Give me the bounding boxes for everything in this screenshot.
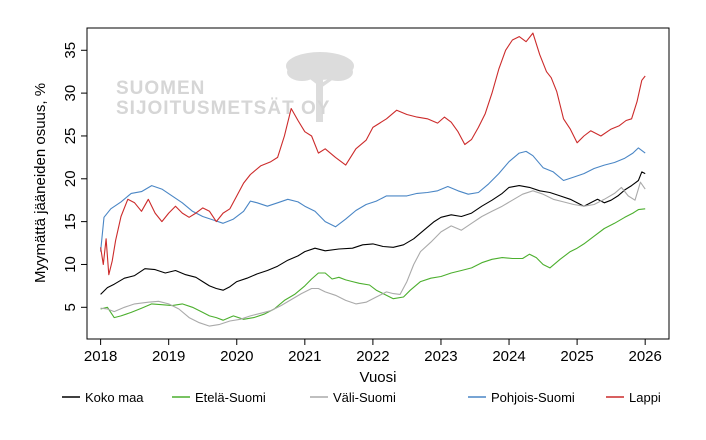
legend-label-3: Pohjois-Suomi	[491, 390, 575, 405]
x-tick-label: 2022	[356, 348, 389, 365]
y-tick-label: 25	[62, 128, 79, 145]
series-layer	[100, 32, 646, 327]
series-line-2	[100, 181, 646, 327]
x-axis: 2018 2019 2020 2021 2022 2023 2024 2025 2026	[84, 339, 662, 365]
y-tick-label: 20	[62, 170, 79, 187]
series-line-0	[100, 171, 646, 295]
legend-label-0: Koko maa	[85, 390, 144, 405]
series-line-1	[100, 208, 646, 321]
plot-frame	[86, 27, 670, 340]
y-tick-label: 30	[62, 85, 79, 102]
y-axis-label: Myymättä jääneiden osuus, %	[32, 83, 49, 283]
legend: Koko maa Etelä-Suomi Väli-Suomi Pohjois-Suo…	[62, 390, 661, 405]
x-tick-label: 2023	[424, 348, 457, 365]
y-tick-label: 5	[62, 303, 79, 311]
x-tick-label: 2020	[220, 348, 253, 365]
x-tick-label: 2026	[628, 348, 661, 365]
y-tick-label: 10	[62, 256, 79, 273]
x-tick-label: 2021	[288, 348, 321, 365]
x-tick-label: 2018	[84, 348, 117, 365]
legend-label-4: Lappi	[629, 390, 661, 405]
legend-label-1: Etelä-Suomi	[195, 390, 266, 405]
x-tick-label: 2024	[492, 348, 525, 365]
tree-icon	[286, 52, 354, 122]
x-tick-label: 2025	[560, 348, 593, 365]
y-axis: 5 10 15 20 25 30 35	[62, 42, 87, 311]
y-tick-label: 35	[62, 42, 79, 59]
x-axis-label: Vuosi	[360, 369, 397, 386]
series-line-4	[100, 32, 646, 276]
watermark-line2: SIJOITUSMETSÄT OY	[116, 98, 330, 119]
legend-label-2: Väli-Suomi	[333, 390, 396, 405]
series-line-3	[100, 147, 646, 252]
y-tick-label: 15	[62, 213, 79, 230]
watermark: SUOMEN SIJOITUSMETSÄT OY	[116, 52, 354, 122]
watermark-line1: SUOMEN	[116, 78, 205, 99]
x-tick-label: 2019	[152, 348, 185, 365]
